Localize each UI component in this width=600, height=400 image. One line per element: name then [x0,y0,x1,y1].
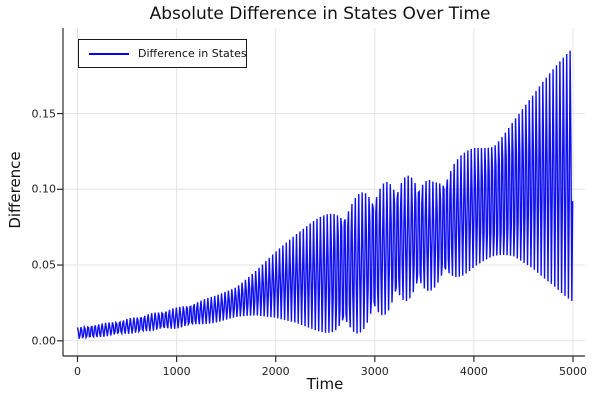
x-tick-label: 2000 [261,365,290,378]
chart-title: Absolute Difference in States Over Time [149,4,491,24]
legend-line-swatch [89,52,129,55]
x-tick-label: 1000 [162,365,191,378]
y-tick-label: 0.10 [31,182,57,196]
x-tick-label: 4000 [459,365,488,378]
y-tick-label: 0.00 [31,334,57,348]
y-tick-label: 0.05 [31,258,57,272]
y-tick-label: 0.15 [31,107,57,121]
x-tick-label: 3000 [360,365,389,378]
x-tick-label: 0 [74,365,81,378]
x-tick-label: 5000 [559,365,587,378]
difference-series-line [76,50,574,340]
legend-label: Difference in States [138,47,247,60]
x-axis-label: Time [306,375,344,393]
legend: Difference in States [78,39,247,68]
